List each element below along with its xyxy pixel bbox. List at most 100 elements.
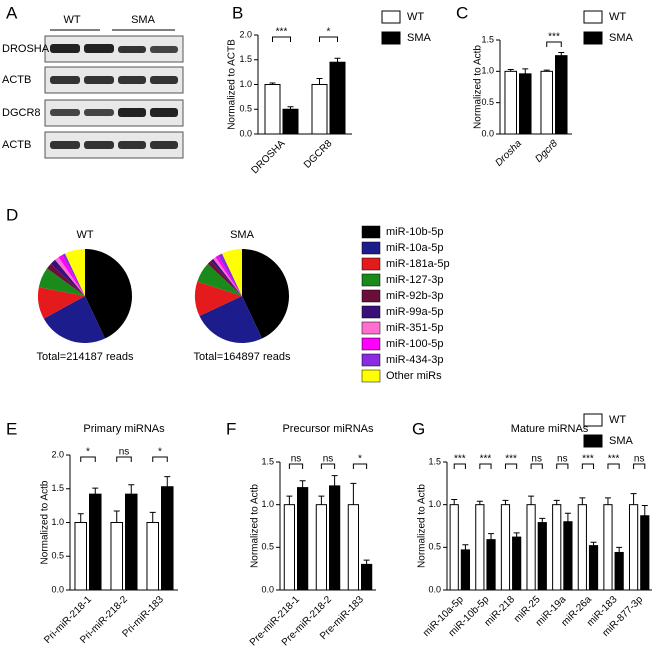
legend-label: Other miRs — [386, 370, 442, 382]
y-tick-label: 1.5 — [481, 34, 494, 44]
x-tick-label: Drosha — [493, 138, 524, 169]
error-bar — [334, 57, 341, 63]
error-bar — [128, 484, 135, 495]
y-tick-label: 0.0 — [239, 128, 252, 138]
bar — [89, 493, 102, 591]
bar — [315, 504, 328, 591]
bar — [347, 504, 360, 591]
bar — [588, 545, 599, 591]
legend-label: WT — [609, 11, 626, 23]
legend-label: SMA — [609, 32, 634, 44]
bar — [74, 522, 88, 591]
pie-total: Total=214187 reads — [37, 351, 134, 363]
bar — [563, 521, 573, 591]
error-bar — [287, 106, 294, 110]
error-bar — [77, 513, 84, 523]
panel-letter: E — [6, 419, 17, 438]
chart-title: Precursor miRNAs — [282, 423, 374, 435]
y-tick-label: 0.5 — [239, 104, 252, 114]
error-bar — [350, 482, 357, 505]
y-axis-label: Normalized to Actb — [250, 484, 261, 568]
row-label: ACTB — [2, 74, 31, 86]
error-bar — [616, 546, 623, 553]
error-bar — [476, 500, 483, 505]
legend-label: WT — [407, 11, 424, 23]
bar — [283, 504, 296, 591]
error-bar — [488, 533, 495, 540]
legend-label: miR-92b-3p — [386, 290, 443, 302]
pie-slice — [218, 253, 242, 296]
chart-title: Mature miRNAs — [511, 423, 589, 435]
significance-bracket — [80, 456, 96, 462]
legend-swatch — [583, 434, 603, 448]
chart-title: Primary miRNAs — [83, 423, 165, 435]
legend-swatch — [361, 353, 381, 367]
x-tick-label: DROSHA — [249, 138, 287, 176]
bar — [555, 55, 568, 135]
significance-label: *** — [608, 454, 620, 465]
legend-swatch — [381, 31, 401, 45]
row-label: ACTB — [2, 139, 31, 151]
error-bar — [528, 495, 535, 505]
significance-label: * — [327, 27, 331, 38]
panel-letter: B — [232, 3, 243, 22]
error-bar — [507, 68, 514, 72]
error-bar — [164, 476, 171, 487]
bar — [146, 522, 159, 591]
y-tick-label: 1.0 — [51, 517, 64, 527]
significance-bracket — [320, 463, 336, 469]
pie-title: WT — [76, 229, 93, 241]
pie-slice — [210, 258, 242, 296]
pie-slice — [50, 259, 85, 296]
group-label: SMA — [131, 14, 156, 26]
significance-label: *** — [454, 454, 466, 465]
y-axis-label: Normalized to Actb — [417, 484, 428, 568]
y-tick-label: 0.5 — [481, 97, 494, 107]
panel-letter: D — [6, 205, 18, 224]
y-tick-label: 1.0 — [481, 66, 494, 76]
significance-label: *** — [548, 32, 560, 43]
error-bar — [92, 487, 99, 495]
significance-label: *** — [480, 454, 492, 465]
legend-label: miR-10a-5p — [386, 242, 443, 254]
bar — [603, 504, 613, 591]
error-bar — [113, 510, 120, 523]
pie-slice — [58, 254, 85, 296]
significance-label: *** — [582, 454, 594, 465]
pie-slice — [207, 260, 242, 296]
legend-swatch — [583, 413, 603, 427]
significance-label: ns — [531, 454, 542, 465]
bar — [329, 61, 346, 135]
y-tick-label: 0.5 — [428, 542, 441, 552]
panel-letter: C — [456, 3, 468, 22]
legend-label: miR-181a-5p — [386, 258, 450, 270]
bar — [161, 486, 174, 591]
blot-image — [44, 35, 184, 159]
error-bar — [502, 499, 509, 505]
pie-slice — [242, 249, 290, 339]
significance-bracket — [530, 463, 543, 469]
error-bar — [604, 497, 611, 505]
panel-letter: F — [226, 419, 236, 438]
bar — [552, 504, 562, 591]
y-tick-label: 1.5 — [239, 54, 252, 64]
significance-label: *** — [505, 454, 517, 465]
y-tick-label: 0.5 — [51, 551, 64, 561]
significance-bracket — [556, 463, 569, 469]
legend-swatch — [361, 225, 381, 239]
bar — [577, 504, 587, 591]
bar — [110, 522, 124, 591]
legend-label: miR-10b-5p — [386, 226, 443, 238]
pie-slice — [215, 255, 242, 296]
pie-slice — [199, 296, 263, 343]
pie-slice — [197, 263, 242, 296]
y-tick-label: 0.0 — [481, 128, 494, 138]
error-bar — [269, 82, 276, 85]
significance-bracket — [479, 463, 492, 469]
bar — [311, 84, 328, 135]
significance-bracket — [581, 463, 595, 469]
significance-label: ns — [291, 454, 302, 465]
legend-swatch — [381, 10, 401, 24]
error-bar — [318, 495, 325, 505]
